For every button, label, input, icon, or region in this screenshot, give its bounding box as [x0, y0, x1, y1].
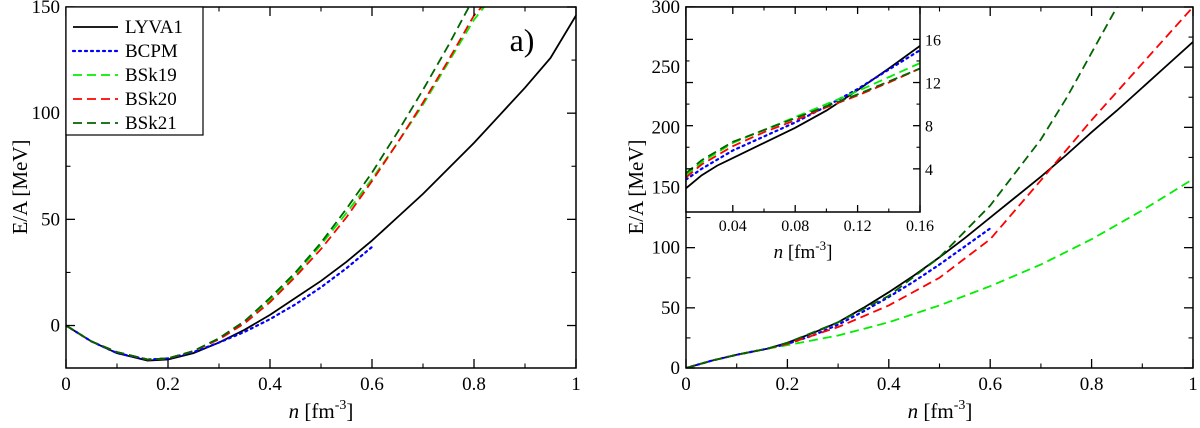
legend-label-bsk19: BSk19: [125, 65, 177, 86]
panel-a-x-tick-label: 0.6: [360, 374, 384, 395]
legend-label-lyva1: LYVA1: [125, 17, 183, 38]
panel-a-y-tick-label: 0: [51, 316, 61, 337]
inset-y-tick-label: 16: [925, 32, 941, 49]
panel-b-series-bsk21: [686, 7, 1118, 368]
inset-x-axis-label: n [fm-3]: [774, 238, 833, 263]
panel-b-y-tick-label: 150: [652, 178, 681, 199]
panel-a-series-bcpm: [66, 245, 374, 361]
panel-a-series-bsk21: [66, 7, 470, 361]
panel-a-x-axis-label: n [fm-3]: [289, 398, 354, 423]
panel-a-y-axis-label: E/A [MeV]: [8, 139, 32, 234]
x-axis-unit: [fm: [304, 399, 334, 423]
panel-a-y-tick-label: 100: [32, 103, 61, 124]
inset: 0.04 0.08 0.12 0.16 4 8 12 16 n [fm-3]: [685, 6, 941, 263]
x-axis-variable: n: [774, 242, 784, 263]
panel-a-series-bsk19: [66, 7, 485, 361]
panel-a-x-tick-label: 0: [61, 374, 71, 395]
panel-b-series-bsk19: [686, 178, 1193, 368]
panel-b-y-axis-label: E/A [MeV]: [624, 139, 648, 234]
x-axis-variable: n: [908, 399, 919, 423]
inset-series-bsk19: [686, 62, 920, 177]
panel-a-series-bsk20: [66, 7, 483, 361]
inset-x-tick-label: 0.08: [781, 218, 809, 235]
inset-curves: [686, 45, 920, 189]
panel-a-label: a): [510, 22, 535, 58]
legend-box: [65, 6, 204, 136]
x-axis-unit-close: ]: [826, 242, 832, 263]
panel-b-series-bsk20: [686, 7, 1193, 368]
legend-label-bcpm: BCPM: [125, 41, 178, 62]
panel-a-x-tick-label: 0.8: [462, 374, 486, 395]
panel-b-y-tick-label: 0: [671, 358, 681, 379]
inset-series-bcpm: [686, 49, 920, 181]
panel-b-x-axis-label: n [fm-3]: [908, 398, 973, 423]
panel-a-x-tick-label: 1: [571, 374, 581, 395]
panel-b-x-tick-label: 0: [681, 374, 691, 395]
inset-series-bsk21: [686, 67, 920, 174]
panel-b-x-tick-label: 0.6: [978, 374, 1002, 395]
x-axis-unit-exponent: -3: [954, 398, 966, 413]
panel-a-x-tick-label: 0.2: [156, 374, 180, 395]
x-axis-unit-exponent: -3: [335, 398, 347, 413]
panel-a-ticks: 0 0.2 0.4 0.6 0.8 1 0 50 100 150: [32, 0, 581, 395]
panel-b-y-tick-label: 200: [652, 117, 681, 138]
inset-y-tick-label: 12: [925, 76, 941, 93]
panel-b-y-tick-label: 100: [652, 238, 681, 259]
inset-x-tick-label: 0.16: [906, 218, 934, 235]
inset-frame: [685, 6, 921, 213]
panel-b-ticks: 0 0.2 0.4 0.6 0.8 1 0 50 100 150 200 250 300: [652, 0, 1198, 395]
x-axis-unit: [fm: [923, 399, 953, 423]
inset-ticks: 0.04 0.08 0.12 0.16 4 8 12 16: [686, 7, 941, 235]
panel-b-x-tick-label: 1: [1188, 374, 1198, 395]
x-axis-unit: [fm: [788, 242, 816, 263]
legend: LYVA1 BCPM BSk19 BSk20 BSk21: [65, 6, 204, 136]
panel-a-y-tick-label: 50: [41, 209, 60, 230]
x-axis-unit-exponent: -3: [815, 238, 826, 253]
panel-b-x-tick-label: 0.4: [877, 374, 901, 395]
panel-b-curves: [686, 7, 1193, 368]
legend-label-bsk21: BSk21: [125, 113, 177, 134]
legend-label-bsk20: BSk20: [125, 89, 177, 110]
inset-background: [686, 7, 920, 212]
inset-y-tick-label: 8: [925, 119, 933, 136]
inset-series-bsk20: [686, 67, 920, 179]
x-axis-variable: n: [289, 399, 300, 423]
inset-y-tick-label: 4: [925, 162, 933, 179]
panel-b-x-tick-label: 0.8: [1080, 374, 1104, 395]
inset-x-tick-label: 0.04: [719, 218, 747, 235]
panel-b-series-bcpm: [686, 227, 992, 368]
panel-b-y-tick-label: 300: [652, 0, 681, 18]
x-axis-unit-close: ]: [346, 399, 353, 423]
panel-b-x-tick-label: 0.2: [776, 374, 800, 395]
panel-b-y-tick-label: 50: [661, 298, 680, 319]
panel-a-y-tick-label: 150: [32, 0, 61, 18]
panel-a-curves: [66, 7, 576, 362]
x-axis-unit-close: ]: [965, 399, 972, 423]
panel-a: 0 0.2 0.4 0.6 0.8 1 0 50 100 150 a) n [fm-3] E/A …: [8, 0, 581, 423]
panel-a-x-tick-label: 0.4: [258, 374, 282, 395]
panel-b-y-tick-label: 250: [652, 57, 681, 78]
inset-x-tick-label: 0.12: [844, 218, 872, 235]
